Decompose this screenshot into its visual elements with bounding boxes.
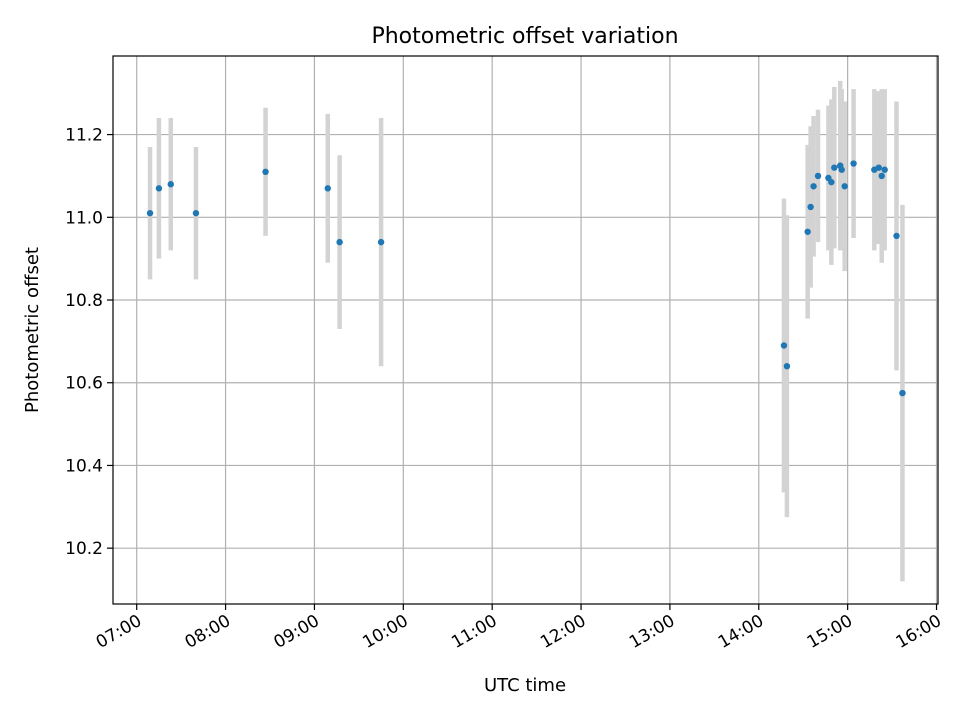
data-point [850, 160, 857, 167]
data-point [810, 183, 817, 190]
data-point [155, 185, 163, 192]
y-axis-label: Photometric offset [22, 247, 43, 413]
x-tick-label: 11:00 [448, 611, 500, 653]
data-point [336, 238, 343, 246]
data-point [814, 172, 822, 180]
y-tick-label: 10.8 [65, 291, 103, 311]
data-point [192, 209, 200, 217]
y-tick-label: 10.4 [65, 456, 103, 476]
x-tick-label: 09:00 [271, 611, 323, 653]
data-points [146, 160, 906, 397]
data-point [838, 166, 845, 173]
data-point [780, 342, 788, 349]
x-tick-label: 10:00 [359, 611, 411, 653]
x-axis-ticks: 07:00 08:00 09:00 10:00 11:00 12:00 13:00 14:00… [93, 604, 945, 653]
x-tick-label: 12:00 [537, 611, 589, 653]
x-tick-label: 08:00 [182, 611, 234, 653]
data-point [878, 172, 885, 180]
data-point [324, 185, 331, 192]
x-tick-label: 13:00 [626, 611, 678, 653]
x-tick-label: 14:00 [715, 611, 767, 653]
data-point [783, 362, 791, 370]
x-tick-label: 07:00 [93, 611, 145, 653]
grid [113, 56, 938, 604]
x-tick-label: 15:00 [804, 611, 856, 653]
y-axis-ticks: 10.2 10.4 10.6 10.8 11.0 11.2 [65, 126, 113, 559]
data-point [262, 168, 269, 176]
data-point [167, 181, 174, 188]
y-tick-label: 11.2 [65, 126, 103, 146]
x-axis-label: UTC time [484, 675, 566, 696]
error-bars [147, 80, 905, 582]
data-point [899, 389, 906, 397]
data-point [828, 178, 835, 186]
chart-title: Photometric offset variation [371, 24, 678, 49]
data-point [377, 238, 385, 246]
data-point [831, 164, 838, 171]
data-point [881, 166, 888, 173]
x-tick-label: 16:00 [893, 611, 945, 653]
data-point [841, 183, 848, 190]
y-tick-label: 11.0 [65, 208, 103, 228]
plot-frame [112, 55, 939, 605]
data-point [875, 164, 882, 171]
data-point [807, 203, 814, 211]
data-point [146, 209, 154, 217]
data-point [804, 228, 811, 235]
data-point [893, 232, 900, 240]
y-tick-label: 10.2 [65, 539, 103, 559]
y-tick-label: 10.6 [65, 374, 103, 394]
